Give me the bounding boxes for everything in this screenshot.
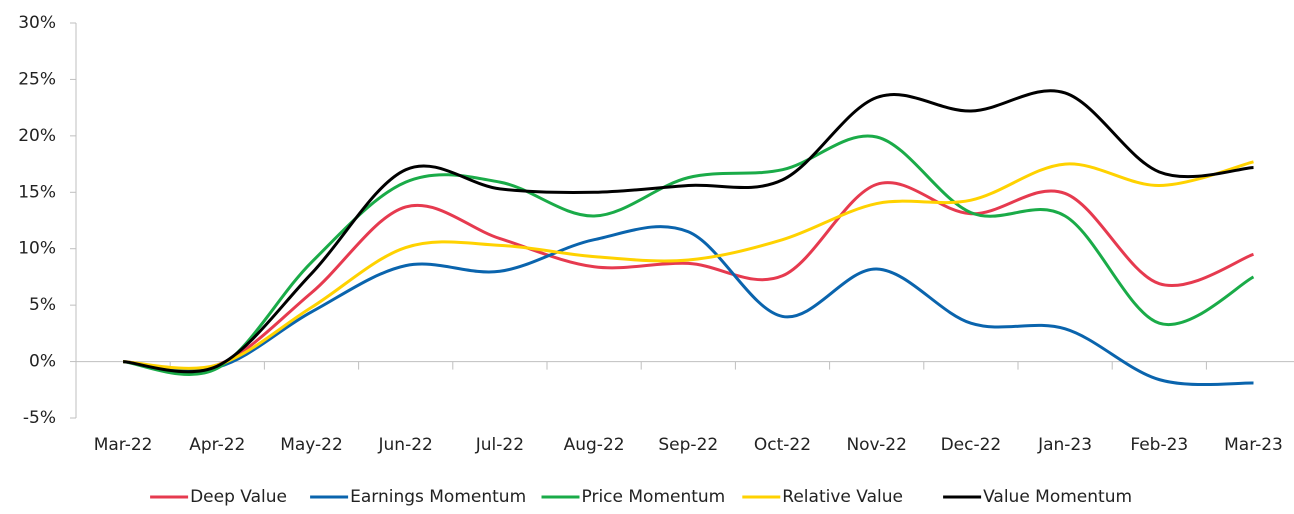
series-line (122, 225, 1254, 387)
x-tick-label: Jul-22 (475, 435, 524, 455)
x-tick-label: Jun-22 (378, 435, 433, 455)
y-tick-label: 30% (18, 13, 56, 33)
legend-label: Deep Value (190, 487, 287, 507)
x-tick-label: Oct-22 (754, 435, 811, 455)
legend-label: Earnings Momentum (350, 487, 526, 507)
x-tick-label: May-22 (280, 435, 343, 455)
x-tick-label: Mar-22 (94, 435, 153, 455)
y-tick-label: 0% (29, 352, 56, 372)
y-tick-label: 10% (18, 239, 56, 259)
x-tick-label: Nov-22 (846, 435, 907, 455)
y-tick-label: 20% (18, 126, 56, 146)
series-line (122, 89, 1254, 374)
series-line (123, 160, 1254, 370)
y-tick-label: 25% (18, 69, 56, 89)
x-tick-label: Apr-22 (189, 435, 245, 455)
legend-label: Value Momentum (983, 487, 1132, 507)
x-tick-label: Dec-22 (941, 435, 1002, 455)
y-tick-label: 5% (29, 295, 56, 315)
x-tick-label: Mar-23 (1224, 435, 1283, 455)
x-tick-label: Sep-22 (658, 435, 718, 455)
x-tick-label: Jan-23 (1037, 435, 1092, 455)
legend-label: Relative Value (782, 487, 903, 507)
y-tick-label: -5% (23, 408, 56, 428)
series-line (122, 134, 1255, 376)
y-tick-label: 15% (18, 182, 56, 202)
legend-label: Price Momentum (582, 487, 726, 507)
x-tick-label: Aug-22 (564, 435, 625, 455)
series-line (123, 181, 1255, 371)
x-tick-label: Feb-23 (1130, 435, 1188, 455)
